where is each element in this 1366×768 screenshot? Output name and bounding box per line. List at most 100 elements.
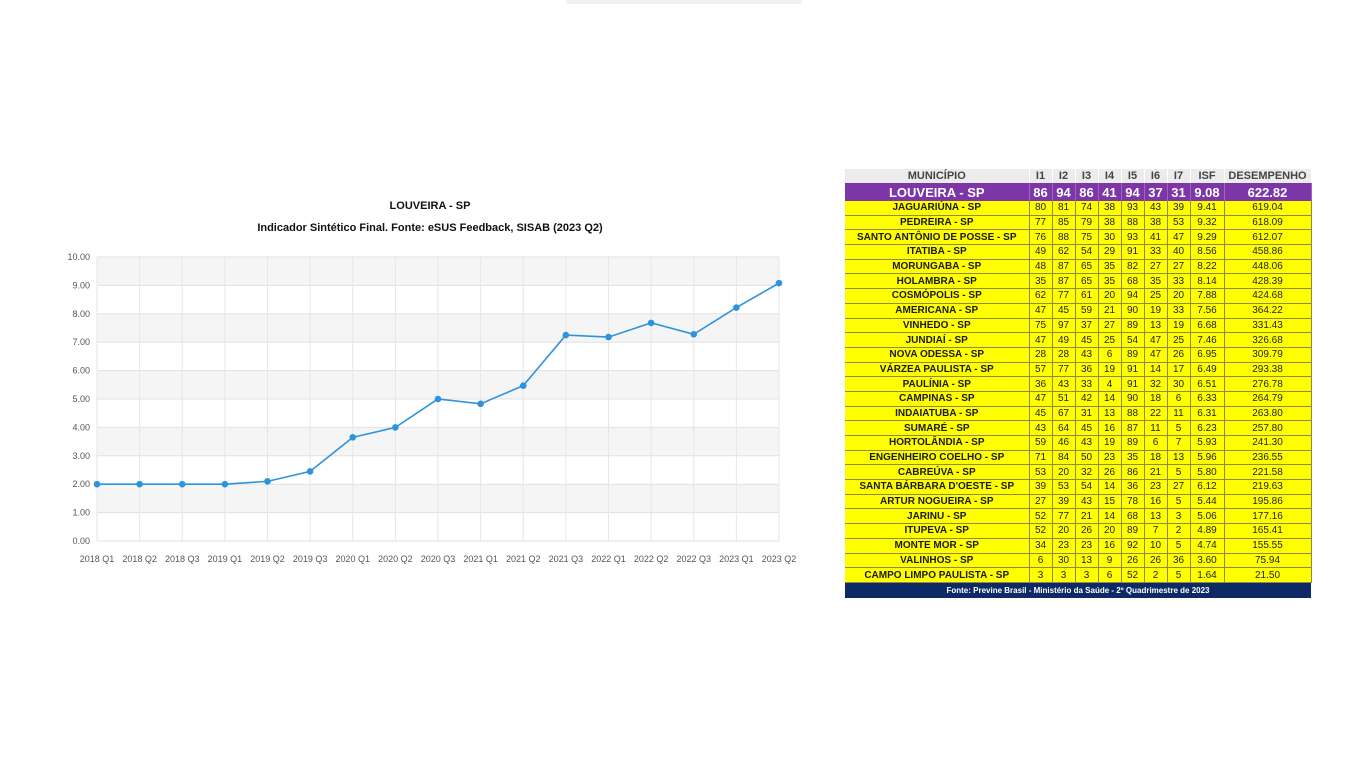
highlight-cell: 622.82 bbox=[1224, 183, 1312, 201]
value-cell: 35 bbox=[1098, 273, 1122, 290]
column-header-i5: I5 bbox=[1121, 169, 1145, 183]
y-tick-label: 5.00 bbox=[72, 394, 90, 404]
value-cell: 29 bbox=[1098, 244, 1122, 260]
value-cell: 195.86 bbox=[1224, 494, 1312, 510]
y-tick-label: 3.00 bbox=[72, 451, 90, 461]
municipio-cell: CABREÚVA - SP bbox=[845, 464, 1030, 481]
value-cell: 39 bbox=[1052, 494, 1076, 510]
municipio-cell: ITUPEVA - SP bbox=[845, 523, 1030, 539]
table-row: MONTE MOR - SP 34 23 23 16 92 10 5 4.74 155.55 bbox=[845, 538, 1312, 554]
data-point bbox=[605, 333, 612, 341]
value-cell: 54 bbox=[1075, 479, 1099, 495]
value-cell: 16 bbox=[1098, 420, 1122, 436]
x-tick-label: 2021 Q3 bbox=[549, 554, 584, 564]
value-cell: 28 bbox=[1029, 347, 1053, 363]
value-cell: 21 bbox=[1098, 303, 1122, 319]
data-point bbox=[221, 480, 229, 488]
value-cell: 92 bbox=[1121, 538, 1145, 554]
x-tick-label: 2020 Q1 bbox=[335, 554, 370, 564]
value-cell: 6 bbox=[1144, 435, 1168, 451]
value-cell: 6.33 bbox=[1190, 391, 1225, 407]
table-row: HORTOLÂNDIA - SP 59 46 43 19 89 6 7 5.93 241.30 bbox=[845, 435, 1312, 451]
highlight-cell: 86 bbox=[1075, 183, 1099, 201]
value-cell: 48 bbox=[1029, 259, 1053, 275]
value-cell: 6.23 bbox=[1190, 420, 1225, 436]
value-cell: 4.74 bbox=[1190, 538, 1225, 554]
column-header-i6: I6 bbox=[1144, 169, 1168, 183]
value-cell: 91 bbox=[1121, 244, 1145, 260]
value-cell: 27 bbox=[1167, 259, 1191, 275]
value-cell: 61 bbox=[1075, 288, 1099, 304]
value-cell: 4 bbox=[1098, 376, 1122, 392]
value-cell: 9.41 bbox=[1190, 201, 1225, 216]
value-cell: 91 bbox=[1121, 376, 1145, 392]
value-cell: 84 bbox=[1052, 450, 1076, 466]
value-cell: 39 bbox=[1167, 201, 1191, 216]
value-cell: 7.88 bbox=[1190, 288, 1225, 304]
municipio-cell: NOVA ODESSA - SP bbox=[845, 347, 1030, 363]
value-cell: 89 bbox=[1121, 318, 1145, 334]
value-cell: 54 bbox=[1075, 244, 1099, 260]
value-cell: 39 bbox=[1029, 479, 1053, 495]
value-cell: 67 bbox=[1052, 406, 1076, 422]
value-cell: 77 bbox=[1052, 508, 1076, 525]
value-cell: 76 bbox=[1029, 229, 1053, 246]
value-cell: 80 bbox=[1029, 201, 1053, 216]
value-cell: 6 bbox=[1029, 553, 1053, 569]
value-cell: 62 bbox=[1052, 244, 1076, 260]
table-row: CAMPO LIMPO PAULISTA - SP 3 3 3 6 52 2 5 1.64 21.… bbox=[845, 567, 1312, 583]
value-cell: 6.31 bbox=[1190, 406, 1225, 422]
value-cell: 619.04 bbox=[1224, 201, 1312, 216]
municipio-cell: ARTUR NOGUEIRA - SP bbox=[845, 494, 1030, 510]
municipio-cell: JARINU - SP bbox=[845, 508, 1030, 525]
value-cell: 6.49 bbox=[1190, 362, 1225, 378]
value-cell: 428.39 bbox=[1224, 273, 1312, 290]
value-cell: 54 bbox=[1121, 332, 1145, 348]
value-cell: 36 bbox=[1075, 362, 1099, 378]
y-tick-label: 8.00 bbox=[72, 309, 90, 319]
value-cell: 35 bbox=[1121, 450, 1145, 466]
value-cell: 27 bbox=[1029, 494, 1053, 510]
municipio-cell: JUNDIAÍ - SP bbox=[845, 332, 1030, 348]
table-row: PEDREIRA - SP 77 85 79 38 88 38 53 9.32 618.09 bbox=[845, 215, 1312, 231]
data-point bbox=[647, 319, 655, 327]
value-cell: 15 bbox=[1098, 494, 1122, 510]
value-cell: 81 bbox=[1052, 201, 1076, 216]
value-cell: 47 bbox=[1144, 347, 1168, 363]
value-cell: 21.50 bbox=[1224, 567, 1312, 583]
value-cell: 77 bbox=[1029, 215, 1053, 231]
y-tick-label: 7.00 bbox=[72, 337, 90, 347]
value-cell: 37 bbox=[1075, 318, 1099, 334]
value-cell: 97 bbox=[1052, 318, 1076, 334]
value-cell: 458.86 bbox=[1224, 244, 1312, 260]
value-cell: 11 bbox=[1144, 420, 1168, 436]
value-cell: 49 bbox=[1052, 332, 1076, 348]
value-cell: 26 bbox=[1167, 347, 1191, 363]
value-cell: 31 bbox=[1075, 406, 1099, 422]
value-cell: 309.79 bbox=[1224, 347, 1312, 363]
value-cell: 177.16 bbox=[1224, 508, 1312, 525]
value-cell: 33 bbox=[1167, 273, 1191, 290]
value-cell: 49 bbox=[1029, 244, 1053, 260]
y-tick-label: 1.00 bbox=[72, 508, 90, 518]
value-cell: 448.06 bbox=[1224, 259, 1312, 275]
municipio-cell: INDAIATUBA - SP bbox=[845, 406, 1030, 422]
value-cell: 36 bbox=[1167, 553, 1191, 569]
table-row: NOVA ODESSA - SP 28 28 43 6 89 47 26 6.95 309.79 bbox=[845, 347, 1312, 363]
table-row: COSMÓPOLIS - SP 62 77 61 20 94 25 20 7.88 424.68 bbox=[845, 288, 1312, 304]
data-point bbox=[519, 382, 527, 389]
table-row: JUNDIAÍ - SP 47 49 45 25 54 47 25 7.46 326.68 bbox=[845, 332, 1312, 348]
data-point bbox=[690, 330, 698, 338]
value-cell: 33 bbox=[1075, 376, 1099, 392]
highlight-cell: 31 bbox=[1167, 183, 1191, 201]
value-cell: 30 bbox=[1098, 229, 1122, 246]
column-header-municipio: MUNICÍPIO bbox=[845, 169, 1030, 183]
value-cell: 88 bbox=[1052, 229, 1076, 246]
table-row: SUMARÉ - SP 43 64 45 16 87 11 5 6.23 257.80 bbox=[845, 420, 1312, 436]
value-cell: 6.51 bbox=[1190, 376, 1225, 392]
value-cell: 13 bbox=[1144, 508, 1168, 525]
value-cell: 14 bbox=[1098, 508, 1122, 525]
table-row: JAGUARIÚNA - SP 80 81 74 38 93 43 39 9.41 619.04 bbox=[845, 201, 1312, 216]
data-point bbox=[136, 480, 143, 488]
municipio-cell: JAGUARIÚNA - SP bbox=[845, 201, 1030, 216]
